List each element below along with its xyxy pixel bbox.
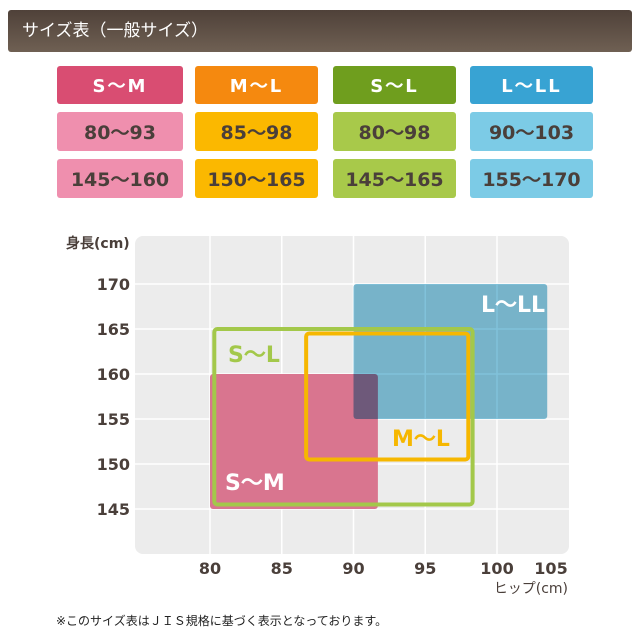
x-tick-label: 100	[480, 559, 513, 578]
y-tick-label: 150	[97, 455, 130, 474]
range-rect-1	[353, 284, 548, 419]
range-rect-3	[304, 331, 471, 462]
size-table-header-cell: S～M	[57, 66, 183, 104]
size-table-header-cell: S～L	[333, 66, 456, 104]
x-tick-label: 85	[271, 559, 293, 578]
series-label: S～L	[228, 343, 280, 368]
x-tick-label: 80	[199, 559, 221, 578]
y-tick-label: 160	[97, 365, 130, 384]
page-title: サイズ表（一般サイズ）	[8, 10, 632, 52]
x-tick-label: 105	[534, 559, 567, 578]
y-tick-label: 165	[97, 320, 130, 339]
size-table-height-cell: 145～160	[57, 159, 183, 198]
size-table-hip-cell: 80～98	[333, 112, 456, 151]
size-table-hip-cell: 90～103	[470, 112, 593, 151]
footnote: ※このサイズ表はＪＩＳ規格に基づく表示となっております。	[56, 614, 388, 628]
x-tick-label: 90	[342, 559, 364, 578]
range-rect-0	[210, 374, 378, 509]
size-table-hip-cell: 80～93	[57, 112, 183, 151]
size-table-header-cell: L～LL	[470, 66, 593, 104]
size-table-height-cell: 150～165	[195, 159, 318, 198]
series-label: L～LL	[481, 293, 545, 318]
y-tick-label: 155	[97, 410, 130, 429]
size-table-height-cell: 145～165	[333, 159, 456, 198]
x-axis-label: ヒップ(cm)	[494, 581, 568, 597]
series-label: M～L	[392, 427, 450, 452]
range-rect-2	[212, 327, 475, 507]
y-tick-label: 145	[97, 500, 130, 519]
y-tick-label: 170	[97, 275, 130, 294]
x-tick-label: 95	[414, 559, 436, 578]
series-label: S～M	[225, 471, 285, 496]
y-axis-label: 身長(cm)	[66, 235, 130, 252]
size-table-height-cell: 155～170	[470, 159, 593, 198]
size-table-hip-cell: 85～98	[195, 112, 318, 151]
size-table-header-cell: M～L	[195, 66, 318, 104]
